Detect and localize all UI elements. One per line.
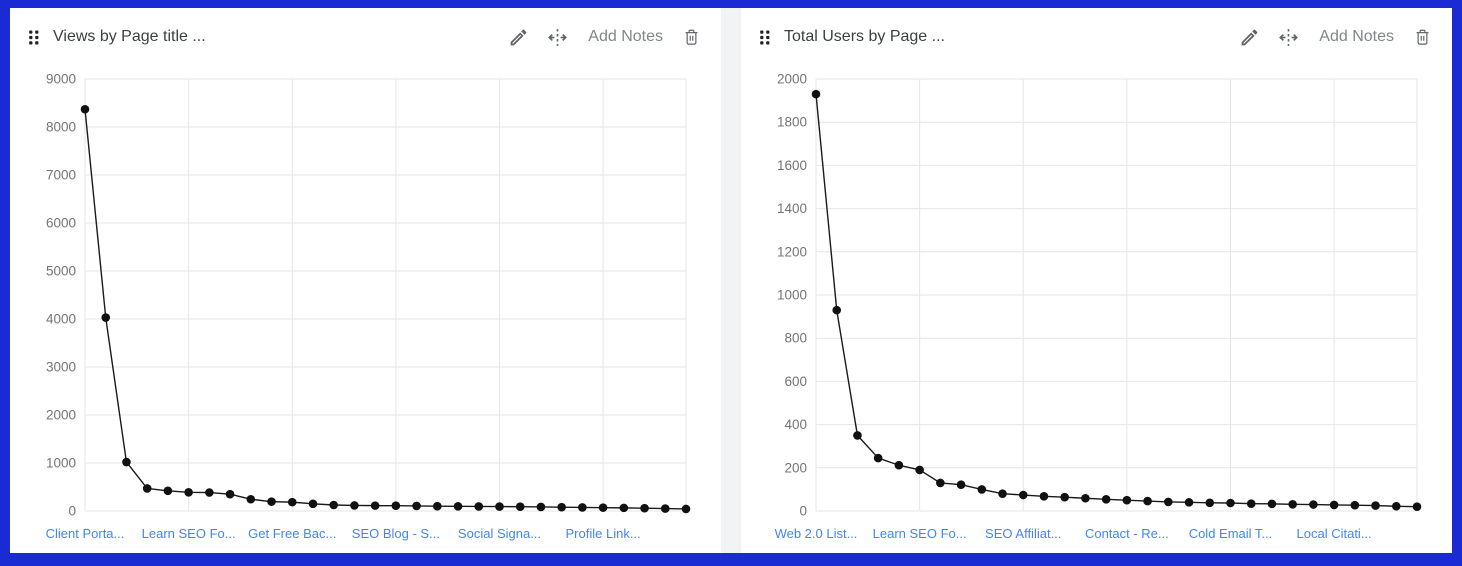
svg-text:SEO Affiliat...: SEO Affiliat... (985, 526, 1061, 541)
svg-text:7000: 7000 (46, 168, 76, 183)
svg-text:5000: 5000 (46, 264, 76, 279)
svg-text:1400: 1400 (777, 201, 807, 216)
svg-text:1800: 1800 (777, 115, 807, 130)
svg-text:6000: 6000 (46, 216, 76, 231)
svg-text:1000: 1000 (46, 456, 76, 471)
widget-header: Views by Page title ... Add Notes (10, 8, 721, 66)
trash-icon[interactable] (1413, 27, 1432, 47)
svg-text:9000: 9000 (46, 72, 76, 87)
move-arrows-icon[interactable] (1277, 26, 1300, 49)
svg-text:400: 400 (784, 417, 807, 432)
svg-text:800: 800 (784, 331, 807, 346)
widget-toolbar: Add Notes (508, 26, 701, 49)
svg-text:2000: 2000 (777, 72, 807, 87)
svg-text:Client Porta...: Client Porta... (46, 526, 125, 541)
svg-text:Profile Link...: Profile Link... (566, 526, 641, 541)
svg-text:0: 0 (799, 504, 807, 519)
trash-icon[interactable] (682, 27, 701, 47)
add-notes-button[interactable]: Add Notes (588, 28, 663, 45)
widget-toolbar: Add Notes (1239, 26, 1432, 49)
svg-text:1600: 1600 (777, 158, 807, 173)
svg-text:Learn SEO Fo...: Learn SEO Fo... (873, 526, 967, 541)
move-arrows-icon[interactable] (546, 26, 569, 49)
drag-handle-icon[interactable] (759, 29, 771, 46)
widget-header: Total Users by Page ... Add Notes (741, 8, 1452, 66)
dashboard-canvas: Views by Page title ... Add Notes (10, 8, 1452, 553)
views-line-chart: 0 1000 2000 3000 4000 5000 6000 7000 8000 9000 Cli… (46, 72, 691, 541)
svg-text:4000: 4000 (46, 312, 76, 327)
svg-text:8000: 8000 (46, 120, 76, 135)
svg-text:Web 2.0 List...: Web 2.0 List... (775, 526, 858, 541)
svg-text:2000: 2000 (46, 408, 76, 423)
svg-text:Get Free Bac...: Get Free Bac... (248, 526, 336, 541)
total-users-line-chart: 0 200 400 600 800 1000 1200 1400 1600 1800 2000 Web… (775, 72, 1422, 541)
svg-text:3000: 3000 (46, 360, 76, 375)
svg-text:1200: 1200 (777, 244, 807, 259)
svg-text:200: 200 (784, 460, 807, 475)
svg-text:Contact - Re...: Contact - Re... (1085, 526, 1169, 541)
drag-handle-icon[interactable] (28, 29, 40, 46)
svg-text:Local Citati...: Local Citati... (1297, 526, 1372, 541)
widget-total-users-by-page: Total Users by Page ... Add Notes (741, 8, 1452, 553)
widget-views-by-page-title: Views by Page title ... Add Notes (10, 8, 721, 553)
edit-pencil-icon[interactable] (508, 27, 529, 48)
widget-title: Views by Page title ... (53, 28, 206, 45)
svg-text:1000: 1000 (777, 288, 807, 303)
svg-text:SEO Blog - S...: SEO Blog - S... (352, 526, 440, 541)
add-notes-button[interactable]: Add Notes (1319, 28, 1394, 45)
svg-text:600: 600 (784, 374, 807, 389)
svg-text:Learn SEO Fo...: Learn SEO Fo... (142, 526, 236, 541)
svg-text:Social Signa...: Social Signa... (458, 526, 541, 541)
widget-title: Total Users by Page ... (784, 28, 945, 45)
svg-text:0: 0 (68, 504, 76, 519)
svg-text:Cold Email T...: Cold Email T... (1189, 526, 1273, 541)
edit-pencil-icon[interactable] (1239, 27, 1260, 48)
